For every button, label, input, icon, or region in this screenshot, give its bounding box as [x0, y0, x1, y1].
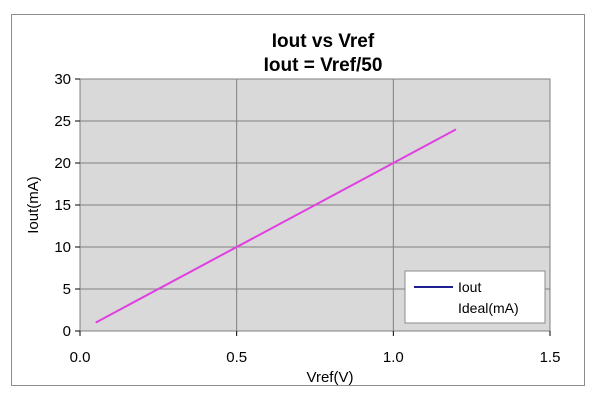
chart-subtitle: Iout = Vref/50	[264, 55, 383, 76]
x-tick-label-2: 1.0	[383, 349, 404, 366]
legend-label-iout: Iout	[458, 279, 481, 295]
y-tick-label-6: 30	[54, 71, 71, 88]
y-axis-label: Iout(mA)	[25, 176, 42, 234]
y-tick-label-1: 5	[63, 281, 71, 298]
legend-box	[404, 270, 546, 324]
y-tick-label-3: 15	[54, 197, 71, 214]
y-tick-label-0: 0	[63, 323, 71, 340]
series-layer	[95, 128, 457, 324]
y-axis-ticks: 0 5 10 15 20 25 30	[54, 71, 80, 340]
y-tick-label-5: 25	[54, 113, 71, 130]
y-tick-label-4: 20	[54, 155, 71, 172]
legend-label-ideal: Ideal(mA)	[458, 300, 519, 316]
x-tick-label-3: 1.5	[540, 349, 561, 366]
x-axis-ticks: 0.0 0.5 1.0 1.5	[70, 331, 561, 366]
x-tick-label-0: 0.0	[70, 349, 91, 366]
series-line-1	[95, 128, 457, 324]
y-tick-label-2: 10	[54, 239, 71, 256]
x-axis-label: Vref(V)	[307, 369, 354, 386]
legend: Iout Ideal(mA)	[404, 270, 546, 324]
x-tick-label-1: 0.5	[226, 349, 247, 366]
chart-title: Iout vs Vref	[272, 31, 375, 52]
